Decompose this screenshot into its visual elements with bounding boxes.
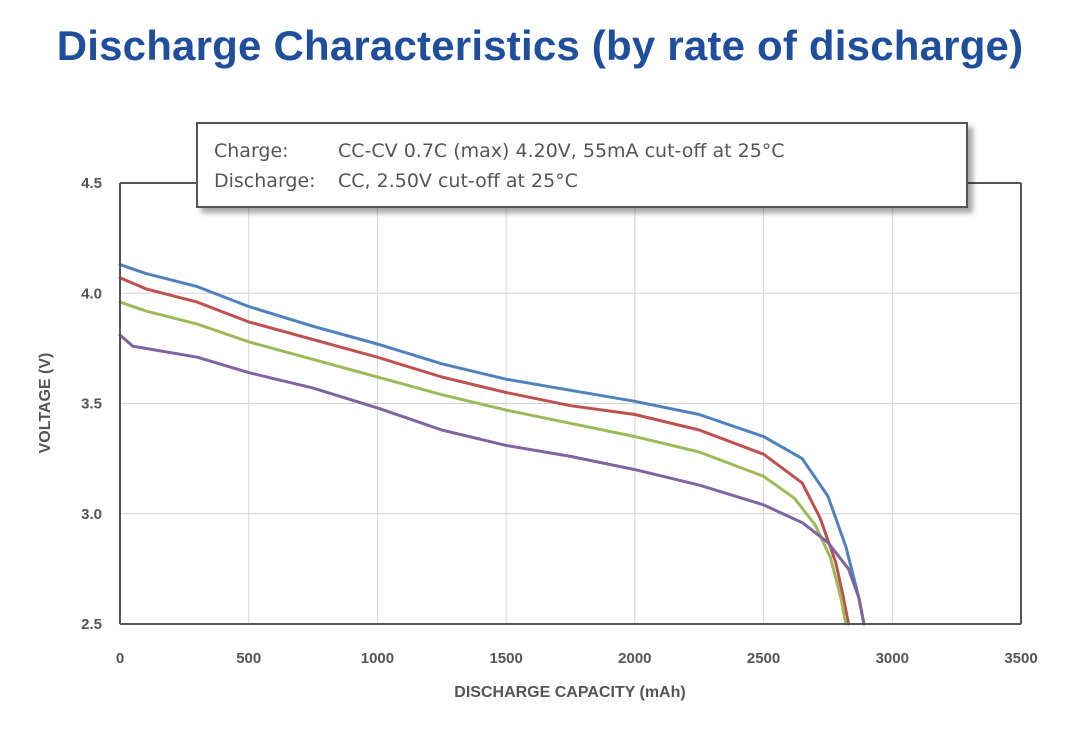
y-tick-label: 4.0 <box>81 285 102 302</box>
series-lines <box>118 263 866 626</box>
test-conditions-box: Charge: CC-CV 0.7C (max) 4.20V, 55mA cut-… <box>196 122 968 208</box>
discharge-value: CC, 2.50V cut-off at 25°C <box>338 170 578 192</box>
charge-label: Charge: <box>214 140 289 162</box>
x-tick-label: 3000 <box>876 650 909 667</box>
y-axis-label: VOLTAGE (V) <box>37 353 54 454</box>
series-line-2 <box>118 276 850 626</box>
x-tick-label: 1000 <box>361 650 394 667</box>
x-tick-label: 2000 <box>618 650 651 667</box>
x-tick-label: 1500 <box>489 650 522 667</box>
page-title: Discharge Characteristics (by rate of di… <box>56 22 1024 69</box>
charge-condition-row: Charge: CC-CV 0.7C (max) 4.20V, 55mA cut-… <box>214 136 966 166</box>
x-tick-labels: 0 500 1000 1500 2000 2500 3000 3500 <box>116 650 1038 667</box>
y-tick-label: 2.5 <box>81 616 102 633</box>
charge-value: CC-CV 0.7C (max) 4.20V, 55mA cut-off at … <box>338 140 785 162</box>
y-tick-labels: 2.5 3.0 3.5 4.0 4.5 <box>81 175 102 633</box>
x-axis-label: DISCHARGE CAPACITY (mAh) <box>454 684 685 701</box>
series-line-4 <box>118 333 866 626</box>
x-tick-label: 2500 <box>747 650 780 667</box>
grid-lines <box>120 183 1021 624</box>
x-tick-label: 0 <box>116 650 124 667</box>
discharge-label: Discharge: <box>214 170 316 192</box>
series-line-1 <box>118 263 866 626</box>
y-tick-label: 4.5 <box>81 175 102 192</box>
y-tick-label: 3.5 <box>81 396 102 413</box>
discharge-condition-row: Discharge: CC, 2.50V cut-off at 25°C <box>214 166 966 196</box>
x-tick-label: 3500 <box>1004 650 1037 667</box>
y-tick-label: 3.0 <box>81 506 102 523</box>
x-tick-label: 500 <box>236 650 261 667</box>
